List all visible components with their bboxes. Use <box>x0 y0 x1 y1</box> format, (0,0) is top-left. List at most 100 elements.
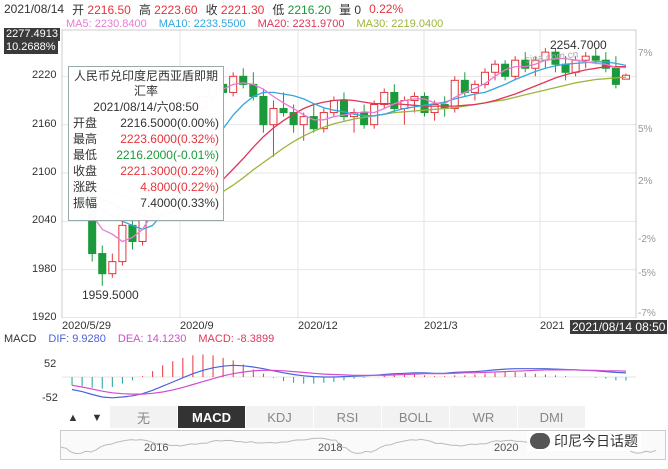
data-tooltip: 人民币兑印度尼西亚盾即期汇率 2021/08/14/六08:50 开盘 2216.… <box>68 66 224 221</box>
y-tick-label: 2100 <box>32 165 57 178</box>
tooltip-row: 开盘 2216.5000(0.00%) <box>73 115 219 131</box>
top-pct-label: 10.2688% <box>4 41 58 54</box>
open-value: 2216.50 <box>87 2 131 17</box>
candle-body <box>289 112 298 126</box>
x-label-4: 2021 <box>540 320 565 332</box>
candle-body <box>360 112 369 126</box>
candle-body <box>460 79 469 93</box>
tooltip-row-label: 振幅 <box>73 196 98 210</box>
next-arrow-button[interactable]: ▼ <box>91 412 103 424</box>
y-tick-label: 2040 <box>32 214 57 227</box>
candle-body <box>450 79 459 110</box>
candle-body <box>259 95 268 126</box>
candle-body <box>390 91 399 110</box>
tooltip-datetime: 2021/08/14/六08:50 <box>93 100 199 114</box>
candle-body <box>480 71 489 85</box>
right-tick-label: 2% <box>638 176 653 187</box>
candle-body <box>521 59 530 69</box>
candle-body <box>118 224 127 263</box>
top-price-label: 2277.4913 <box>4 28 60 41</box>
volume-value: 0 <box>354 2 362 17</box>
macd-chart[interactable] <box>0 348 668 406</box>
y-tick-label: 2220 <box>32 69 57 82</box>
close-label: 收 <box>205 2 218 17</box>
x-label-2: 2020/12 <box>298 320 338 332</box>
close-value: 2221.30 <box>220 2 265 17</box>
y-tick-label: 1980 <box>32 262 57 275</box>
high-value: 2223.60 <box>154 2 198 17</box>
low-marker: 1959.5000 <box>82 288 139 302</box>
macd-tick-top: 52 <box>44 358 57 370</box>
candle-body <box>269 108 278 126</box>
right-tick-label: -7% <box>638 308 656 319</box>
tooltip-row-label: 最低 <box>73 148 98 162</box>
change-percent: 0.22% <box>369 2 404 16</box>
ma5-legend: MA5: 2230.8400 <box>66 18 147 30</box>
ma30-legend: MA30: 2219.0400 <box>356 18 444 30</box>
macd_dif-line <box>71 364 627 399</box>
tooltip-row: 收盘 2221.3000(0.22%) <box>73 163 219 179</box>
tooltip-row: 最低 2216.2000(-0.01%) <box>73 147 219 163</box>
ma-legend: MA5: 2230.8400 MA10: 2233.5500 MA20: 223… <box>66 18 443 32</box>
tooltip-row: 振幅 7.4000(0.33%) <box>73 195 219 211</box>
right-tick-label: 5% <box>638 124 653 135</box>
tab-dmi[interactable]: DMI <box>518 406 586 428</box>
header-date: 2021/08/14 <box>4 2 65 16</box>
volume-label: 量 <box>339 2 352 17</box>
candle-body <box>299 116 308 126</box>
tab-boll[interactable]: BOLL <box>382 406 450 428</box>
low-label: 低 <box>272 2 285 17</box>
tooltip-row-value: 2221.3000(0.22%) <box>120 164 219 178</box>
right-tick-label: -5% <box>638 268 656 279</box>
high-label: 高 <box>138 2 151 17</box>
tooltip-row-label: 收盘 <box>73 164 98 178</box>
indicator-tabs: 无 MACD KDJ RSI BOLL WR DMI <box>110 406 590 428</box>
x-label-1: 2020/9 <box>180 320 214 332</box>
prev-arrow-button[interactable]: ▲ <box>67 412 79 424</box>
watermark-text: 印尼今日话题 <box>554 433 638 449</box>
tab-wr[interactable]: WR <box>450 406 518 428</box>
quote-header: 2021/08/14 开 2216.50 高 2223.60 收 2221.30… <box>0 0 668 18</box>
candle-body <box>491 63 500 73</box>
tab-无[interactable]: 无 <box>110 406 178 428</box>
tooltip-title: 人民币兑印度尼西亚盾即期汇率 <box>73 69 218 98</box>
tooltip-row-value: 2216.5000(0.00%) <box>120 116 219 130</box>
tooltip-row: 涨跌 4.8000(0.22%) <box>73 179 219 195</box>
macd-title: MACD <box>4 333 37 345</box>
x-label-0: 2020/5/29 <box>62 320 111 332</box>
candle-body <box>108 261 117 275</box>
plot-frame <box>61 29 637 318</box>
macd_dea-line <box>71 369 627 395</box>
right-tick-label: 7% <box>638 48 653 59</box>
candle-body <box>561 63 570 73</box>
ma20-legend: MA20: 2231.9700 <box>257 18 345 30</box>
tooltip-row-label: 最高 <box>73 132 98 146</box>
tab-macd[interactable]: MACD <box>178 406 246 428</box>
watermark: 印尼今日话题 <box>527 431 641 451</box>
candle-body <box>370 104 379 126</box>
candle-body <box>611 67 620 85</box>
macd-tick-bottom: -52 <box>42 392 58 404</box>
tab-kdj[interactable]: KDJ <box>246 406 314 428</box>
nav-year-1: 2018 <box>318 442 343 454</box>
tooltip-row: 最高 2223.6000(0.32%) <box>73 131 219 147</box>
candle-body <box>98 253 107 275</box>
tooltip-row-label: 涨跌 <box>73 180 98 194</box>
x-label-3: 2021/3 <box>424 320 458 332</box>
tooltip-row-label: 开盘 <box>73 116 98 130</box>
y-tick-label: 2160 <box>32 117 57 130</box>
candle-body <box>380 91 389 106</box>
candle-body <box>339 99 348 118</box>
high-marker: 2254.7000 <box>550 38 607 52</box>
low-value: 2216.20 <box>287 2 332 17</box>
candle-body <box>239 75 248 85</box>
tooltip-row-value: 4.8000(0.22%) <box>140 180 219 194</box>
nav-year-2: 2020 <box>494 442 519 454</box>
macd-dea: DEA: 14.1230 <box>117 333 187 345</box>
candle-body <box>309 116 318 130</box>
ma10-legend: MA10: 2233.5500 <box>158 18 246 30</box>
tab-rsi[interactable]: RSI <box>314 406 382 428</box>
candle-body <box>279 108 288 114</box>
tooltip-row-value: 2223.6000(0.32%) <box>120 132 219 146</box>
open-label: 开 <box>72 2 85 17</box>
